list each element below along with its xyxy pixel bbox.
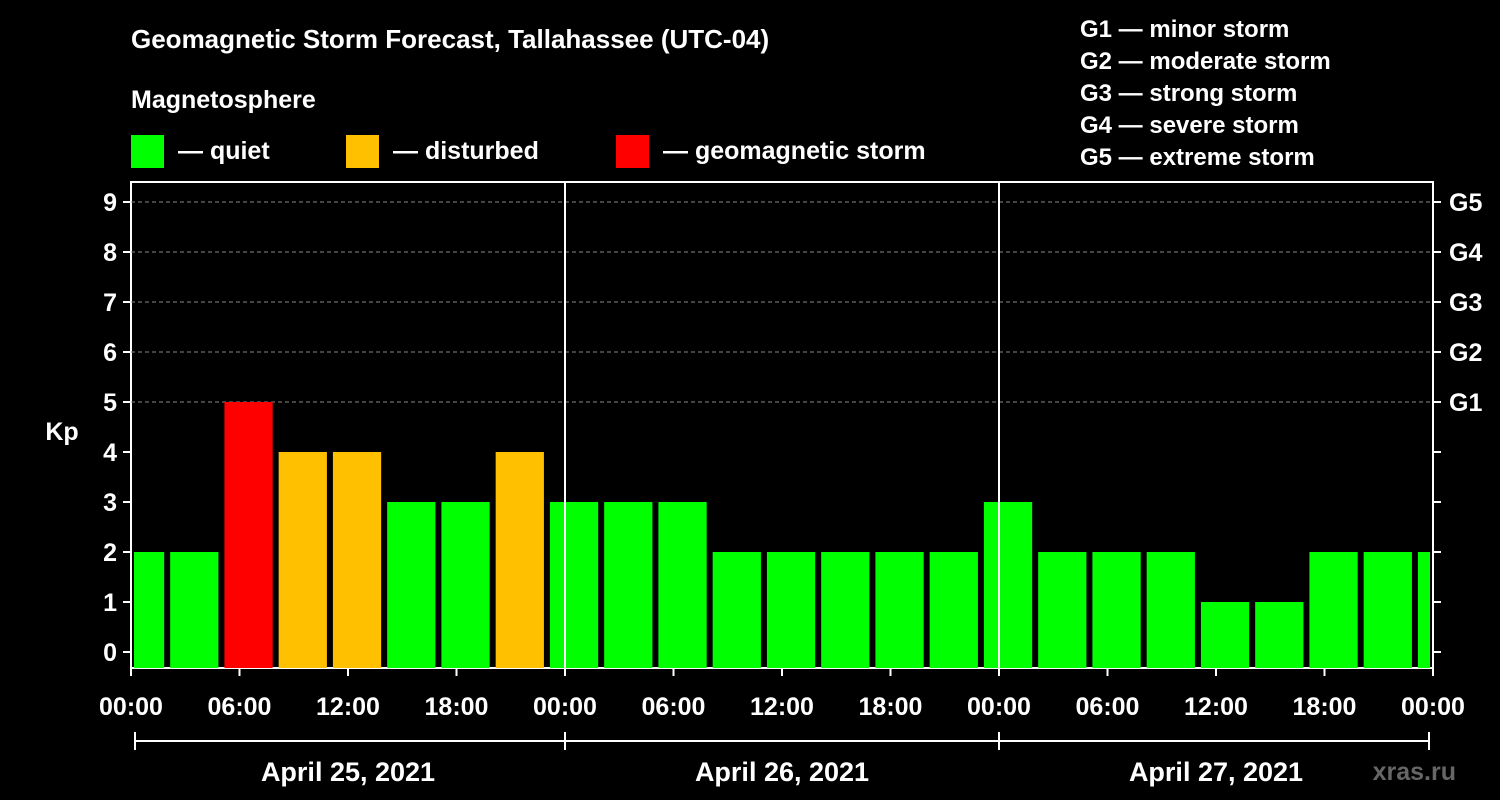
x-tick-label: 06:00 <box>642 693 706 721</box>
x-tick-label: 00:00 <box>99 693 163 721</box>
g-axis-label: G1 <box>1449 389 1482 417</box>
x-tick-label: 18:00 <box>859 693 923 721</box>
legend-disturbed-label: — disturbed <box>393 136 539 165</box>
y-tick-label: 8 <box>103 239 117 267</box>
g-scale-legend: G1 — minor storm G2 — moderate storm G3 … <box>1080 14 1331 174</box>
y-tick-label: 6 <box>103 339 117 367</box>
bar-17 <box>1038 552 1087 668</box>
bar-13 <box>821 552 870 668</box>
bar-12 <box>766 552 816 668</box>
y-axis-label: Kp <box>45 418 78 446</box>
g-scale-g5: G5 — extreme storm <box>1080 144 1315 171</box>
x-tick-label: 06:00 <box>1076 693 1140 721</box>
bar-7 <box>495 452 544 668</box>
bar-8 <box>549 502 599 668</box>
watermark: xras.ru <box>1372 758 1456 786</box>
y-tick-label: 1 <box>103 589 117 617</box>
y-tick-label: 3 <box>103 489 117 517</box>
bar-20 <box>1200 602 1250 668</box>
legend-quiet-swatch <box>131 134 164 168</box>
y-tick-label: 0 <box>103 639 117 667</box>
g-axis-label: G5 <box>1449 189 1482 217</box>
x-tick-label: 00:00 <box>967 693 1031 721</box>
bar-3 <box>278 452 327 668</box>
bar-16 <box>983 502 1033 668</box>
day-label: April 25, 2021 <box>261 757 435 787</box>
g-scale-g1: G1 — minor storm <box>1080 16 1290 43</box>
bar-18 <box>1092 552 1141 668</box>
bar-0 <box>134 552 165 668</box>
bar-11 <box>712 552 761 668</box>
bar-10 <box>658 502 707 668</box>
bar-15 <box>929 552 978 668</box>
bar-4 <box>332 452 382 668</box>
day-label: April 27, 2021 <box>1129 757 1303 787</box>
magnetosphere-label: Magnetosphere <box>131 86 316 114</box>
g-axis-label: G2 <box>1449 339 1482 367</box>
x-tick-label: 12:00 <box>750 693 814 721</box>
chart-title: Geomagnetic Storm Forecast, Tallahassee … <box>131 24 770 54</box>
legend-disturbed-swatch <box>346 134 379 168</box>
bar-1 <box>170 552 219 668</box>
x-tick-label: 12:00 <box>316 693 380 721</box>
g-scale-g2: G2 — moderate storm <box>1080 48 1331 75</box>
bar-14 <box>875 552 924 668</box>
bar-9 <box>604 502 653 668</box>
legend-storm: — geomagnetic storm <box>616 134 926 168</box>
bar-2 <box>224 402 273 668</box>
bar-24 <box>1417 552 1430 668</box>
bar-21 <box>1255 602 1304 668</box>
y-tick-label: 7 <box>103 289 117 317</box>
x-tick-label: 18:00 <box>1293 693 1357 721</box>
g-scale-g3: G3 — strong storm <box>1080 80 1298 107</box>
bar-19 <box>1146 552 1195 668</box>
bar-6 <box>441 502 490 668</box>
g-scale-g4: G4 — severe storm <box>1080 112 1299 139</box>
legend-storm-swatch <box>616 134 649 168</box>
x-tick-label: 18:00 <box>425 693 489 721</box>
g-axis-label: G4 <box>1449 239 1482 267</box>
x-tick-label: 00:00 <box>533 693 597 721</box>
x-tick-label: 06:00 <box>208 693 272 721</box>
y-tick-label: 9 <box>103 189 117 217</box>
day-label: April 26, 2021 <box>695 757 869 787</box>
x-tick-label: 12:00 <box>1184 693 1248 721</box>
y-tick-label: 5 <box>103 389 117 417</box>
legend-quiet: — quiet <box>131 134 270 168</box>
legend-disturbed: — disturbed <box>346 134 539 168</box>
x-tick-label: 00:00 <box>1401 693 1465 721</box>
y-tick-label: 4 <box>103 439 117 467</box>
legend-quiet-label: — quiet <box>178 136 270 165</box>
legend-storm-label: — geomagnetic storm <box>663 136 926 165</box>
y-tick-label: 2 <box>103 539 117 567</box>
bar-5 <box>387 502 436 668</box>
bar-22 <box>1309 552 1358 668</box>
bar-23 <box>1363 552 1412 668</box>
g-axis-label: G3 <box>1449 289 1482 317</box>
